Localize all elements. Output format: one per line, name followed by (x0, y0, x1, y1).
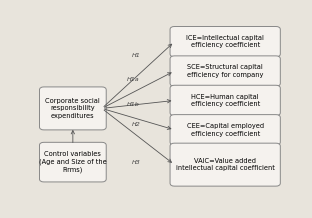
FancyBboxPatch shape (170, 56, 280, 86)
Text: H3: H3 (132, 160, 141, 165)
FancyBboxPatch shape (40, 87, 106, 130)
Text: HCE=Human capital
efficiency coefficient: HCE=Human capital efficiency coefficient (191, 94, 260, 107)
Text: H1a: H1a (127, 77, 140, 82)
Text: H1: H1 (132, 53, 141, 58)
Text: Control variables
(Age and Size of the
Firms): Control variables (Age and Size of the F… (39, 151, 107, 173)
Text: H1b: H1b (127, 102, 140, 107)
Text: H2: H2 (132, 122, 141, 127)
FancyBboxPatch shape (170, 115, 280, 145)
Text: VAIC=Value added
intellectual capital coefficient: VAIC=Value added intellectual capital co… (176, 158, 275, 171)
Text: Corporate social
responsibility
expenditures: Corporate social responsibility expendit… (46, 98, 100, 119)
FancyBboxPatch shape (170, 27, 280, 57)
FancyBboxPatch shape (170, 85, 280, 116)
Text: CEE=Capital employed
efficiency coefficient: CEE=Capital employed efficiency coeffici… (187, 123, 264, 136)
FancyBboxPatch shape (40, 142, 106, 182)
Text: SCE=Structural capital
efficiency for company: SCE=Structural capital efficiency for co… (187, 64, 263, 78)
Text: ICE=Intellectual capital
efficiency coefficient: ICE=Intellectual capital efficiency coef… (186, 35, 264, 48)
FancyBboxPatch shape (170, 143, 280, 186)
